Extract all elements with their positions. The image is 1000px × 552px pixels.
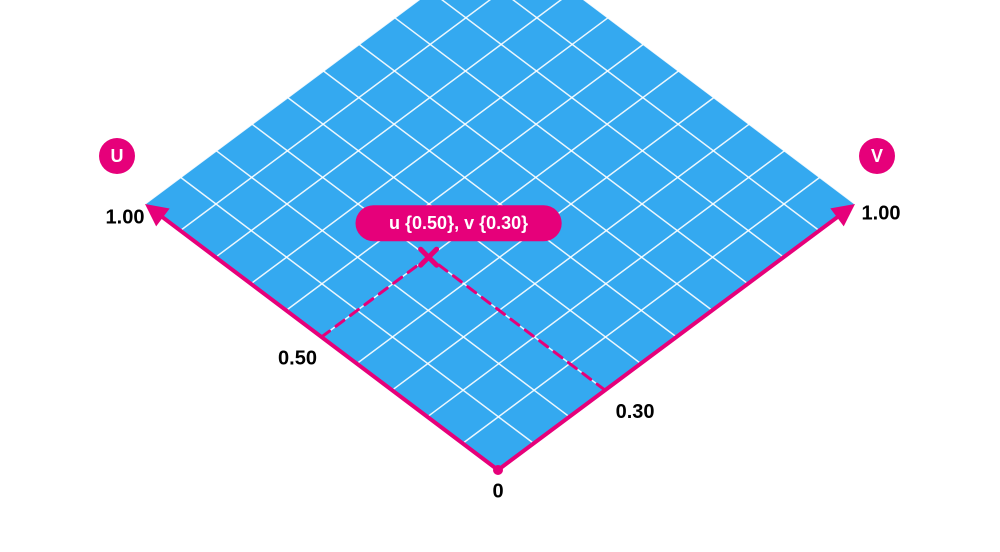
origin-dot	[493, 465, 503, 475]
v-axis-badge-label: V	[871, 146, 883, 166]
tick-v-mid: 0.30	[616, 401, 655, 423]
u-axis-badge-label: U	[111, 146, 124, 166]
uv-plane-diagram: u {0.50}, v {0.30} U V 0 0.50 1.00 0.30 1.00	[0, 0, 1000, 552]
tick-u-mid: 0.50	[278, 348, 317, 370]
tick-u-max: 1.00	[106, 207, 145, 229]
tick-origin: 0	[492, 481, 503, 503]
point-tooltip-text: u {0.50}, v {0.30}	[389, 213, 528, 233]
tick-v-max: 1.00	[862, 203, 901, 225]
